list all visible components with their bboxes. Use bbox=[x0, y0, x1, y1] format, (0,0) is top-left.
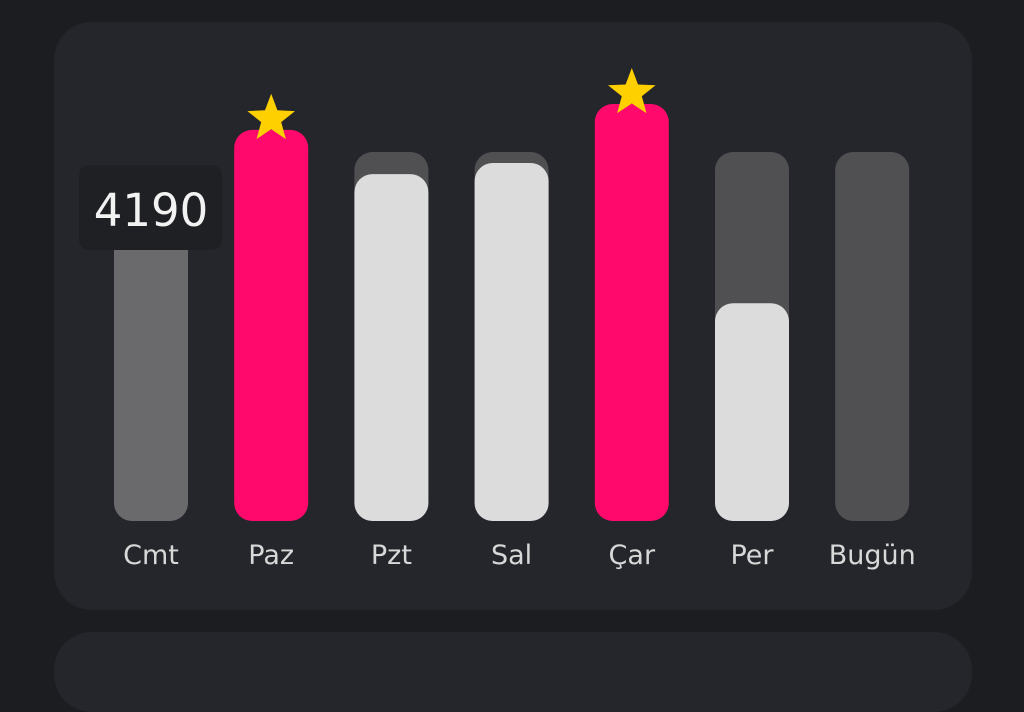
day-label-per: Per bbox=[730, 540, 774, 571]
tooltip-value: 4190 bbox=[94, 184, 209, 237]
bar-per[interactable] bbox=[715, 303, 789, 521]
bar-cmt[interactable] bbox=[114, 211, 188, 522]
day-label-bugün: Bugün bbox=[829, 540, 916, 571]
star-icon bbox=[247, 93, 295, 140]
bar-pzt[interactable] bbox=[354, 174, 429, 521]
day-label-sal: Sal bbox=[491, 540, 532, 571]
day-label-paz: Paz bbox=[248, 540, 294, 571]
bar-çar[interactable] bbox=[594, 104, 669, 521]
weekly-steps-chart: Cmt Paz Pzt Sal Çar Per Bugün 4190 bbox=[79, 68, 916, 571]
value-tooltip bbox=[79, 165, 222, 250]
day-label-pzt: Pzt bbox=[371, 540, 412, 571]
star-icon bbox=[608, 68, 656, 114]
day-label-çar: Çar bbox=[609, 540, 656, 571]
bar-track-bugün[interactable] bbox=[835, 151, 910, 521]
day-label-cmt: Cmt bbox=[123, 540, 179, 571]
bar-sal[interactable] bbox=[474, 163, 549, 521]
bar-paz[interactable] bbox=[234, 129, 309, 522]
